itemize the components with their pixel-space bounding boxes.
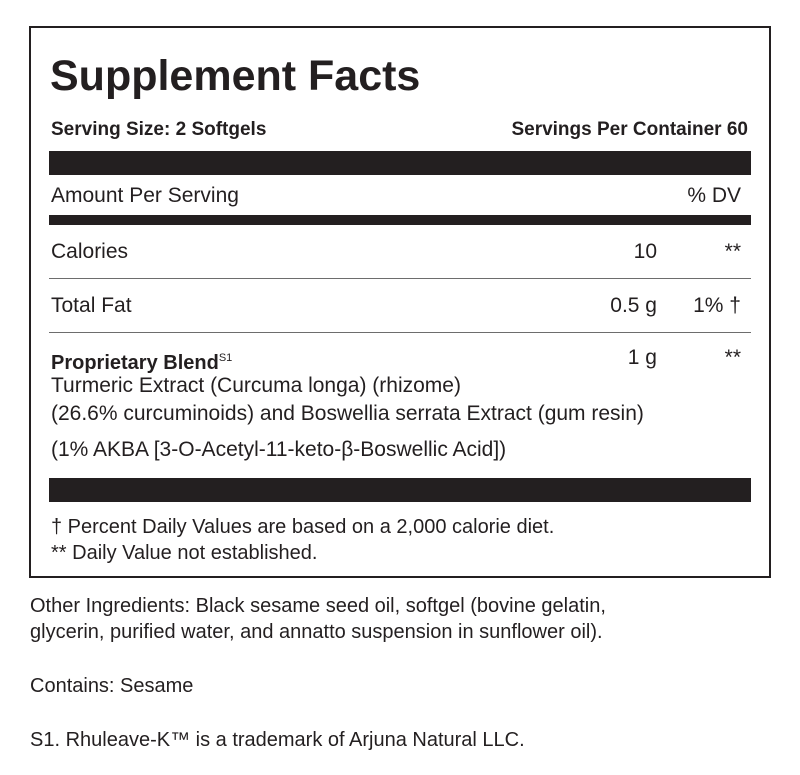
row-total-fat-dv: 1% † bbox=[693, 294, 741, 317]
allergen-statement: Contains: Sesame bbox=[30, 675, 194, 697]
row-total-fat-name: Total Fat bbox=[51, 294, 132, 317]
serving-size: Serving Size: 2 Softgels bbox=[51, 119, 267, 140]
blend-ingredient-line: (1% AKBA [3-O-Acetyl-11-keto-β-Boswellic… bbox=[51, 438, 507, 461]
thick-divider bbox=[49, 478, 751, 502]
blend-superscript: S1 bbox=[218, 352, 233, 364]
row-total-fat-amount: 0.5 g bbox=[610, 294, 657, 317]
row-calories-dv: ** bbox=[724, 240, 741, 263]
blend-name-text: Proprietary Blend bbox=[51, 352, 219, 374]
amount-per-serving-header: Amount Per Serving bbox=[51, 184, 239, 207]
dv-header: % DV bbox=[687, 184, 741, 207]
supplement-facts-panel bbox=[29, 26, 771, 578]
row-calories-name: Calories bbox=[51, 240, 129, 263]
blend-ingredient-line: (26.6% curcuminoids) and Boswellia serra… bbox=[51, 402, 644, 425]
medium-divider bbox=[49, 215, 751, 225]
thick-divider bbox=[49, 151, 751, 175]
blend-dv: ** bbox=[724, 346, 741, 369]
trademark-note: S1. Rhuleave-K™ is a trademark of Arjuna… bbox=[30, 729, 525, 751]
footnote-dv: † Percent Daily Values are based on a 2,… bbox=[51, 516, 555, 538]
blend-name: Proprietary BlendS1 bbox=[51, 345, 232, 376]
row-calories-amount: 10 bbox=[633, 240, 657, 263]
other-ingredients-line: Other Ingredients: Black sesame seed oil… bbox=[30, 595, 606, 617]
servings-per-container: Servings Per Container 60 bbox=[511, 119, 748, 140]
other-ingredients-line: glycerin, purified water, and annatto su… bbox=[30, 621, 603, 643]
row-divider bbox=[49, 278, 751, 279]
row-divider bbox=[49, 332, 751, 333]
blend-ingredient-line: Turmeric Extract (Curcuma longa) (rhizom… bbox=[51, 374, 461, 397]
blend-amount: 1 g bbox=[627, 346, 657, 369]
panel-title: Supplement Facts bbox=[50, 52, 421, 100]
footnote-not-established: ** Daily Value not established. bbox=[51, 542, 318, 564]
